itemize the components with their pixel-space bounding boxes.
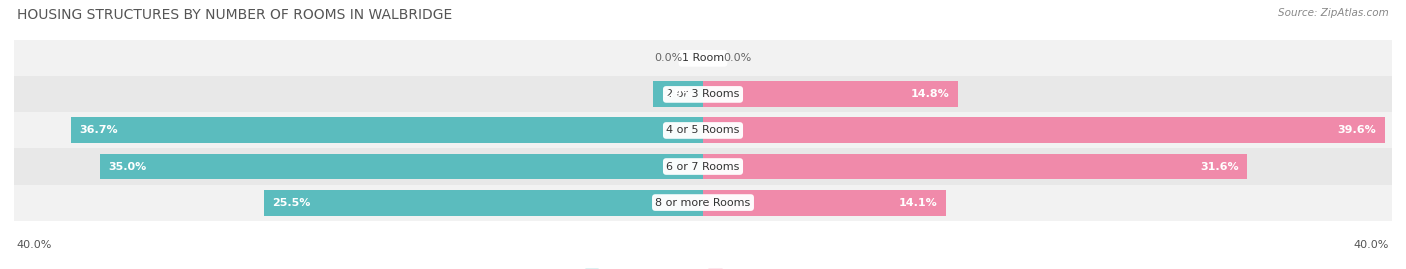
Text: 6 or 7 Rooms: 6 or 7 Rooms	[666, 161, 740, 172]
Bar	[70, 118, 703, 143]
Text: 2.9%: 2.9%	[662, 89, 693, 100]
Text: 14.8%: 14.8%	[911, 89, 949, 100]
Text: Source: ZipAtlas.com: Source: ZipAtlas.com	[1278, 8, 1389, 18]
Text: 36.7%: 36.7%	[80, 125, 118, 136]
Text: 39.6%: 39.6%	[1337, 125, 1376, 136]
Text: 40.0%: 40.0%	[17, 240, 52, 250]
Bar	[14, 185, 1392, 221]
Bar	[703, 154, 1247, 179]
Text: 0.0%: 0.0%	[724, 53, 752, 63]
Text: 1 Room: 1 Room	[682, 53, 724, 63]
Text: 14.1%: 14.1%	[898, 197, 938, 208]
Bar	[703, 118, 1385, 143]
Bar	[652, 82, 703, 107]
Bar	[100, 154, 703, 179]
Bar	[14, 148, 1392, 185]
Bar	[14, 40, 1392, 76]
Bar	[703, 82, 957, 107]
Legend: Owner-occupied, Renter-occupied: Owner-occupied, Renter-occupied	[581, 264, 825, 269]
Text: 2 or 3 Rooms: 2 or 3 Rooms	[666, 89, 740, 100]
Text: 8 or more Rooms: 8 or more Rooms	[655, 197, 751, 208]
Bar	[14, 112, 1392, 148]
Bar	[264, 190, 703, 215]
Text: HOUSING STRUCTURES BY NUMBER OF ROOMS IN WALBRIDGE: HOUSING STRUCTURES BY NUMBER OF ROOMS IN…	[17, 8, 453, 22]
Text: 35.0%: 35.0%	[108, 161, 148, 172]
Bar	[14, 76, 1392, 112]
Bar	[703, 190, 946, 215]
Text: 0.0%: 0.0%	[654, 53, 682, 63]
Text: 31.6%: 31.6%	[1201, 161, 1239, 172]
Text: 40.0%: 40.0%	[1354, 240, 1389, 250]
Text: 4 or 5 Rooms: 4 or 5 Rooms	[666, 125, 740, 136]
Text: 25.5%: 25.5%	[273, 197, 311, 208]
